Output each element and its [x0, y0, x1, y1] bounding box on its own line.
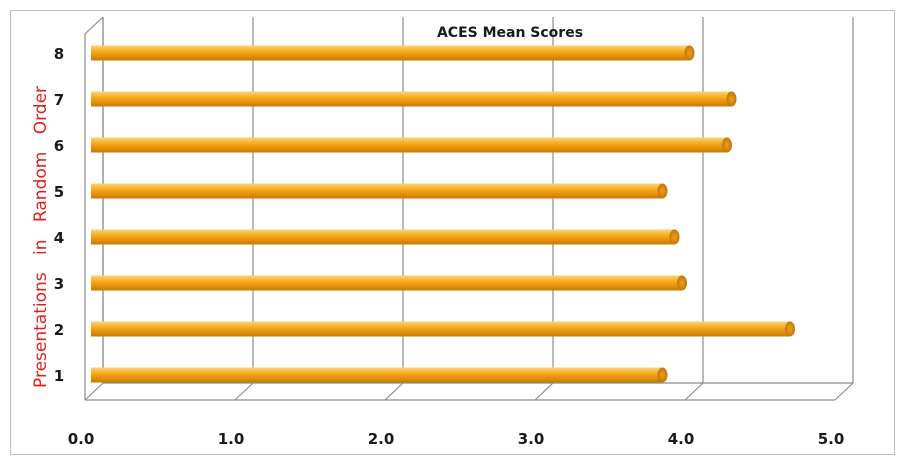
chart-title: ACES Mean Scores — [437, 25, 583, 41]
x-tick-label: 1.0 — [218, 430, 245, 448]
y-tick-label: 4 — [54, 229, 64, 247]
bar-end-cap — [657, 183, 668, 199]
bar-end-cap — [726, 91, 737, 107]
bar — [91, 321, 790, 337]
y-tick-label: 5 — [54, 183, 64, 201]
gridlines — [84, 16, 854, 401]
bar-end-cap — [684, 45, 695, 61]
y-axis-title-word: Presentations — [31, 272, 51, 388]
bar — [91, 91, 732, 107]
bar-end-cap — [785, 321, 795, 337]
y-tick-label: 1 — [54, 367, 64, 385]
y-tick-label: 3 — [54, 275, 64, 293]
floor-gridline — [534, 382, 554, 401]
x-tick-label: 4.0 — [668, 430, 695, 448]
bar-end-cap — [657, 367, 668, 383]
x-tick-label: 5.0 — [818, 430, 845, 448]
y-axis-title: Presentations in Random Order — [31, 86, 51, 388]
y-tick-label: 7 — [54, 91, 64, 109]
y-tick-label: 6 — [54, 137, 64, 155]
bar — [91, 45, 690, 61]
bar-end-cap — [722, 137, 732, 153]
y-axis-title-word: Order — [31, 86, 51, 134]
bar-end-cap — [669, 229, 680, 245]
bar-end-cap — [677, 275, 687, 291]
x-tick-label: 2.0 — [368, 430, 395, 448]
axis-labels: 0.0 1.0 2.0 3.0 4.0 5.0 1 2 3 4 5 6 7 8 — [54, 45, 845, 448]
floor-gridline — [834, 382, 854, 401]
bar — [91, 275, 682, 291]
bar — [91, 229, 675, 245]
x-tick-label: 0.0 — [68, 430, 95, 448]
floor-gridline — [384, 382, 404, 401]
bar — [91, 367, 663, 383]
floor-gridline — [84, 382, 104, 401]
bar — [91, 183, 663, 199]
y-axis-top-edge — [84, 16, 104, 35]
x-tick-label: 3.0 — [518, 430, 545, 448]
y-axis-title-word: in — [31, 239, 51, 255]
bars — [91, 45, 795, 383]
y-axis-title-word: Random — [31, 152, 51, 222]
y-tick-label: 8 — [54, 45, 64, 63]
floor-gridline — [234, 382, 254, 401]
bar — [91, 137, 727, 153]
floor-gridline — [684, 382, 704, 401]
y-tick-label: 2 — [54, 321, 64, 339]
